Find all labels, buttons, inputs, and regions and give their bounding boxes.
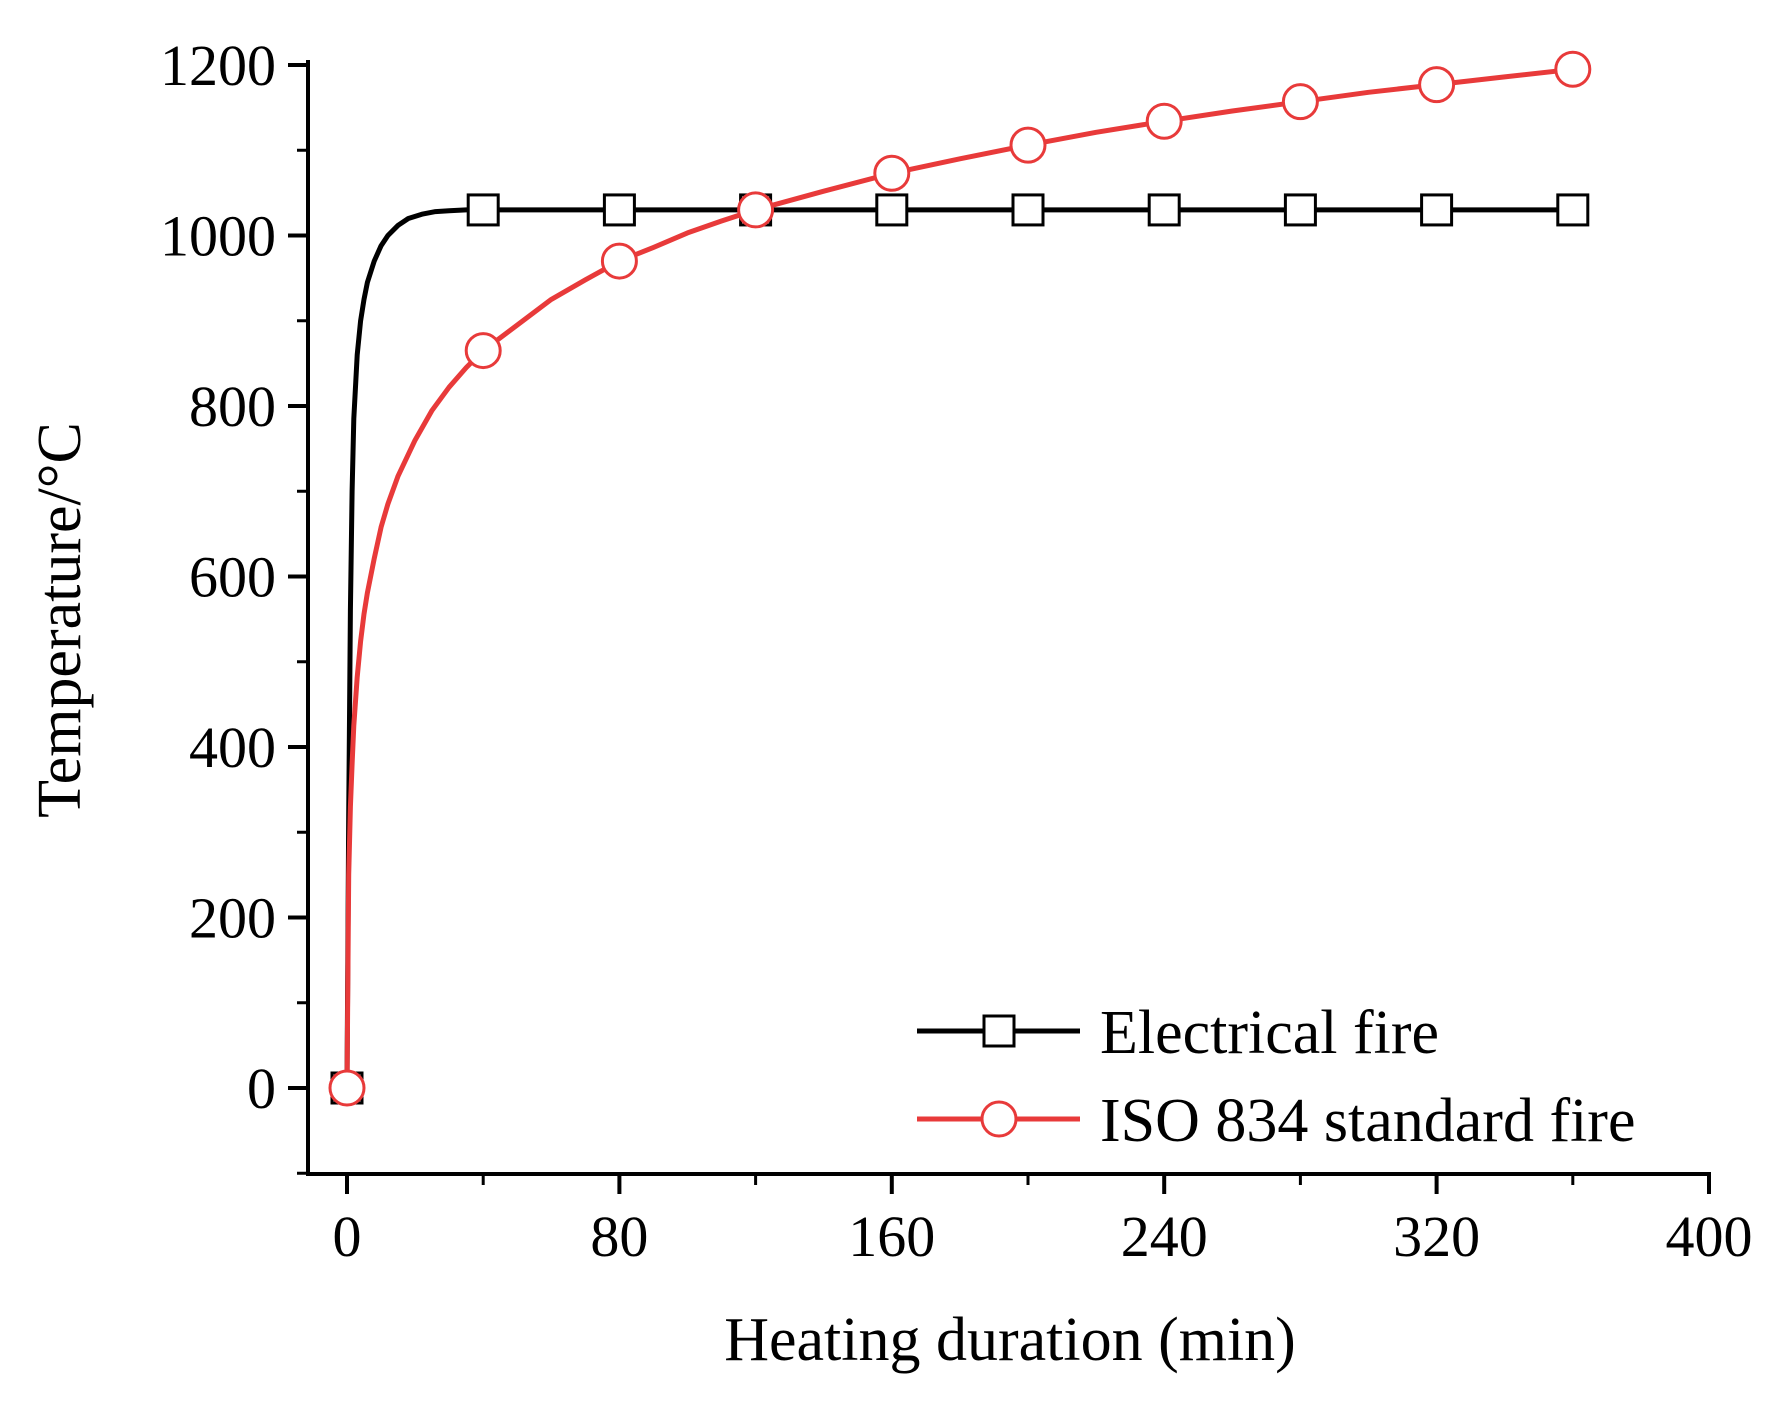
markers-layer (328, 50, 1592, 1107)
x-tick-label: 0 (333, 1204, 362, 1269)
data-point-circle (1418, 66, 1456, 104)
x-tick-label: 400 (1666, 1204, 1753, 1269)
legend: Electrical fire ISO 834 standard fire (917, 999, 1635, 1155)
data-point-circle (328, 1069, 366, 1107)
y-tick-label: 600 (189, 545, 276, 610)
x-tick-label: 80 (590, 1204, 648, 1269)
data-point-square (602, 193, 636, 227)
x-tick-label: 240 (1121, 1204, 1208, 1269)
data-point-circle (600, 242, 638, 280)
y-tick-label: 1200 (160, 33, 276, 98)
data-point-circle (1281, 83, 1319, 121)
data-point-square (1556, 193, 1590, 227)
series-layer (344, 66, 1574, 1089)
y-axis-title: Temperature/°C (26, 422, 94, 818)
data-point-square (1283, 193, 1317, 227)
series-line-electrical-fire (344, 207, 1573, 1089)
legend-label-electrical-fire: Electrical fire (1100, 999, 1439, 1067)
legend-marker-circle (980, 1100, 1018, 1138)
data-point-square (466, 193, 500, 227)
x-tick-label: 160 (848, 1204, 935, 1269)
axis-ticks: 0 200 400 600 800 1000 1200 0 80 160 240 320 400 (160, 33, 1753, 1269)
x-tick-label: 320 (1393, 1204, 1480, 1269)
x-axis-title: Heating duration (min) (724, 1306, 1296, 1374)
legend-marker-square (982, 1014, 1016, 1048)
data-point-square (875, 193, 909, 227)
y-tick-label: 1000 (160, 204, 276, 269)
y-tick-label: 800 (189, 374, 276, 439)
data-point-circle (737, 191, 775, 229)
series-line-iso-834 (344, 66, 1574, 1089)
data-point-circle (1554, 50, 1592, 88)
data-point-circle (1145, 102, 1183, 140)
y-tick-label: 200 (189, 886, 276, 951)
data-point-circle (464, 332, 502, 370)
data-point-circle (873, 154, 911, 192)
data-point-square (1147, 193, 1181, 227)
data-point-square (1011, 193, 1045, 227)
data-point-circle (1009, 126, 1047, 164)
data-point-square (1420, 193, 1454, 227)
y-tick-label: 0 (247, 1056, 276, 1121)
y-tick-label: 400 (189, 715, 276, 780)
legend-label-iso-834: ISO 834 standard fire (1100, 1087, 1635, 1155)
